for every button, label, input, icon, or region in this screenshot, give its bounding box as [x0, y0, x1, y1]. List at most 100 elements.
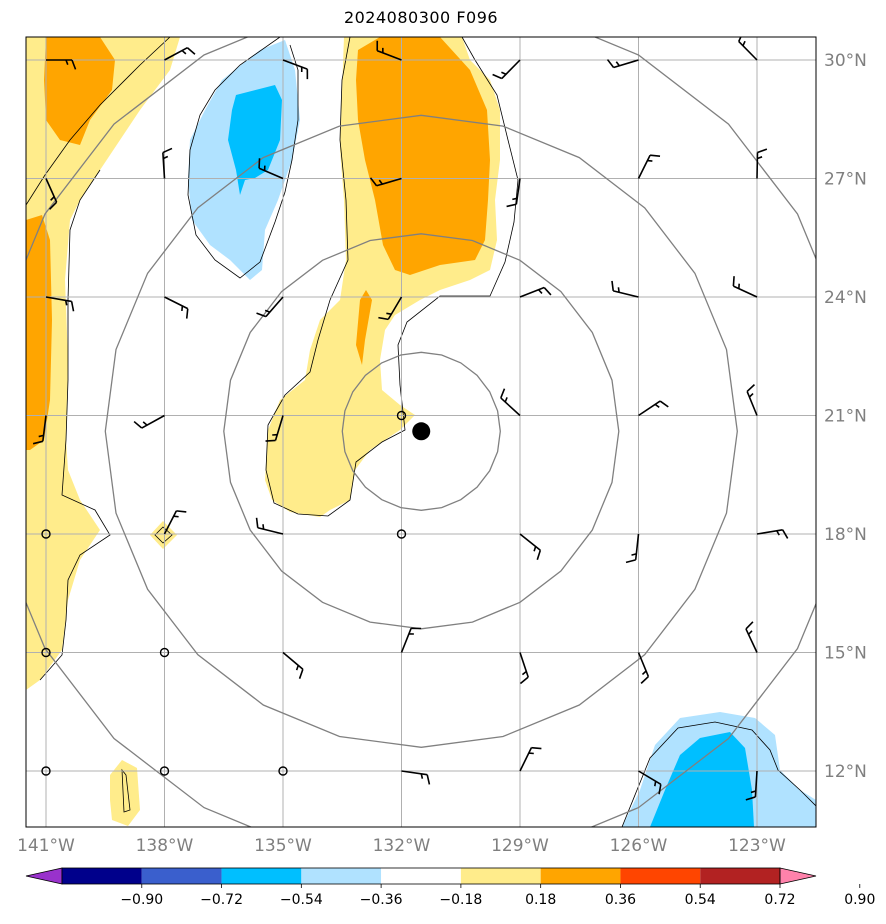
colorbar-frame	[61, 867, 781, 885]
wind-barb	[519, 746, 542, 772]
colorbar-segment	[540, 868, 621, 884]
wind-barb-calm	[396, 410, 407, 421]
wind-barb	[519, 286, 552, 298]
colorbar-label: 0.72	[764, 892, 795, 908]
lat-tick-label: 18°N	[824, 525, 867, 545]
wind-barb	[400, 627, 422, 653]
wind-barb	[637, 652, 650, 684]
wind-barb	[625, 533, 640, 564]
storm-center-marker	[412, 422, 431, 441]
wind-barb	[637, 154, 661, 179]
wind-barb	[282, 651, 304, 679]
wind-barb	[258, 158, 284, 180]
wind-barb-calm	[396, 529, 407, 539]
range-ring	[223, 233, 620, 630]
lon-tick-label: 141°W	[17, 836, 75, 856]
wind-barb	[164, 296, 189, 319]
lat-tick-label: 15°N	[824, 644, 867, 664]
lat-tick-label: 24°N	[824, 288, 867, 308]
wind-barb	[133, 414, 165, 429]
colorbar-label: 0.18	[525, 892, 556, 908]
colorbar-extend-min	[25, 867, 63, 885]
colorbar-segment	[700, 868, 780, 884]
wind-barb	[163, 510, 187, 535]
colorbar-segment	[620, 868, 701, 884]
colorbar-label: 0.36	[605, 892, 636, 908]
lon-tick-label: 132°W	[373, 836, 431, 856]
wind-barb	[638, 770, 662, 795]
wind-barb	[745, 770, 758, 801]
wind-barb	[746, 384, 758, 416]
latitude-labels: 30°N 27°N 24°N 21°N 18°N 15°N 12°N	[824, 51, 867, 782]
wind-barb-calm	[41, 766, 51, 776]
range-rings	[26, 37, 816, 827]
colorbar-segment	[460, 868, 541, 884]
wind-barb	[282, 59, 309, 80]
field-small-diamond	[150, 521, 177, 549]
colorbar-segment	[141, 868, 222, 884]
gridlines	[26, 37, 816, 827]
colorbar-label: −0.18	[439, 892, 482, 908]
wind-barb	[745, 621, 758, 653]
wind-barbs	[32, 37, 789, 801]
colorbar-segment	[221, 868, 302, 884]
wind-barb	[255, 517, 284, 535]
lon-tick-label: 123°W	[728, 836, 786, 856]
wind-barb	[638, 400, 669, 417]
wind-barb	[256, 296, 284, 318]
lon-tick-label: 135°W	[254, 836, 312, 856]
lat-tick-label: 30°N	[824, 51, 867, 71]
wind-barb	[506, 178, 521, 208]
wind-barb	[519, 533, 542, 560]
wind-barb-calm	[41, 529, 51, 539]
wind-barb	[738, 37, 758, 61]
wind-barb	[369, 177, 402, 187]
lon-tick-label: 129°W	[491, 836, 549, 856]
wind-barb-calm	[41, 647, 51, 658]
lat-tick-label: 21°N	[824, 407, 867, 427]
field-negative-deep	[228, 85, 282, 195]
shaded-fields	[26, 37, 816, 827]
wind-barb	[164, 47, 196, 61]
wind-barb	[500, 388, 521, 417]
field-orange-sliver	[356, 290, 372, 365]
longitude-labels: 141°W 138°W 135°W 132°W 129°W 126°W 123°W	[17, 836, 786, 856]
field-positive-left-band	[26, 37, 180, 690]
wind-barb	[606, 59, 639, 69]
wind-barb	[32, 415, 47, 445]
map-frame	[25, 36, 817, 828]
wind-barb	[378, 296, 403, 321]
colorbar-label: 0.54	[685, 892, 716, 908]
wind-barb	[401, 770, 431, 785]
colorbar-label: 0.90	[844, 892, 875, 908]
range-ring	[104, 114, 738, 748]
wind-barb	[162, 147, 173, 179]
wind-barb	[46, 59, 77, 70]
wind-barb	[756, 529, 789, 539]
wind-barb	[45, 296, 75, 312]
colorbar-extend-max	[779, 867, 817, 885]
lon-tick-label: 126°W	[610, 836, 668, 856]
wind-barb-calm	[159, 766, 170, 776]
wind-barb	[45, 178, 58, 210]
wind-barb-calm	[159, 647, 170, 658]
wind-barb	[376, 40, 402, 61]
field-negative-bottomright-deep	[650, 732, 754, 827]
wind-barb	[519, 652, 529, 685]
wind-barb	[492, 59, 521, 80]
colorbar-segment	[301, 868, 382, 884]
map-title: 2024080300 F096	[343, 8, 499, 27]
wind-barb	[265, 415, 284, 442]
field-orange-center	[356, 37, 490, 275]
wind-barb	[732, 276, 758, 298]
range-ring	[341, 351, 501, 511]
range-ring	[26, 37, 816, 827]
colorbar-label: −0.54	[280, 892, 323, 908]
field-small-blob	[110, 760, 140, 826]
colorbar-label: −0.72	[200, 892, 243, 908]
colorbar-segment	[381, 868, 461, 884]
colorbar-label: −0.90	[120, 892, 163, 908]
lat-tick-label: 12°N	[824, 762, 867, 782]
lat-tick-label: 27°N	[824, 170, 867, 190]
